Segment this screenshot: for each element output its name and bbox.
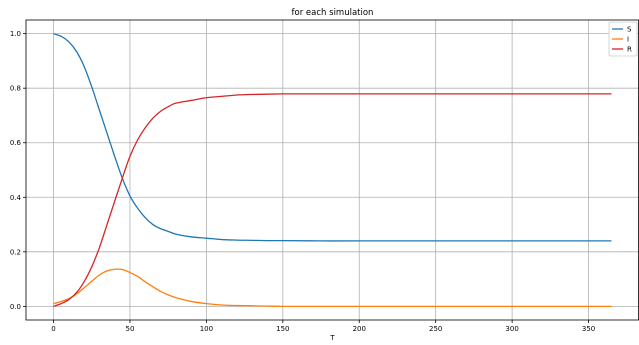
y-tick-label: 0.6 (10, 139, 22, 147)
y-tick-label: 0.8 (10, 85, 21, 93)
x-tick-label: 50 (125, 325, 134, 333)
x-tick-label: 0 (51, 325, 55, 333)
y-tick-label: 0.4 (10, 194, 22, 202)
plot-frame (25, 19, 639, 321)
series-line-r (53, 93, 612, 307)
x-tick-label: 350 (582, 325, 595, 333)
legend-label: R (627, 46, 632, 54)
series-lines (53, 33, 612, 308)
x-tick-label: 300 (505, 325, 518, 333)
y-tick-label: 0.0 (10, 303, 21, 311)
series-line-s (53, 33, 612, 242)
series-line-i (53, 268, 612, 308)
legend-label: S (627, 26, 632, 34)
y-tick-label: 1.0 (10, 30, 21, 38)
x-tick-label: 150 (276, 325, 289, 333)
legend-label: I (627, 36, 629, 44)
chart-title: for each simulation (292, 8, 374, 18)
gridlines (26, 20, 639, 320)
legend: SIR (608, 21, 638, 57)
x-tick-label: 100 (200, 325, 213, 333)
x-axis-label: T (329, 334, 335, 341)
x-tick-label: 200 (353, 325, 366, 333)
x-tick-label: 250 (429, 325, 442, 333)
y-tick-label: 0.2 (10, 248, 21, 256)
axis-ticks: 0 50 100 150 200 250 300 350 0.0 0.2 0.4 0.6 0.8 1.0 (10, 30, 595, 333)
